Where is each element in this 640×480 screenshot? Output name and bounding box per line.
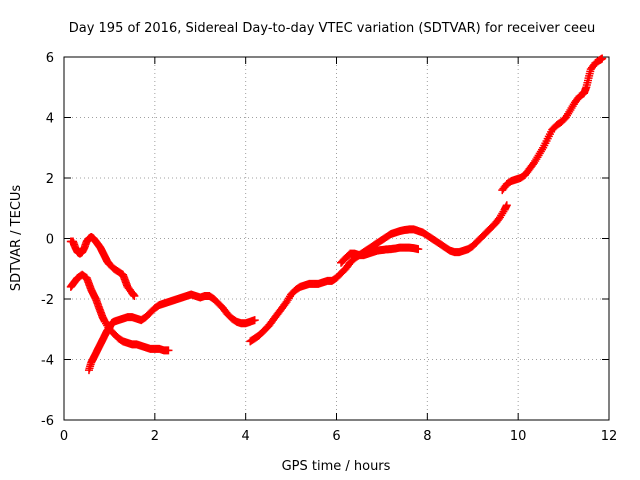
data-points — [66, 54, 607, 375]
data-point — [538, 145, 547, 154]
data-point — [250, 316, 259, 325]
x-tick-label: 10 — [510, 429, 527, 444]
series-4 — [246, 201, 511, 346]
y-axis-label: SDTVAR / TECUs — [9, 185, 24, 292]
data-point — [502, 201, 511, 210]
y-tick-label: -4 — [41, 354, 54, 369]
grid-lines — [64, 57, 609, 420]
series-5 — [337, 243, 423, 267]
x-tick-label: 12 — [601, 429, 618, 444]
axis-ticks: 0 2 4 6 8 10 12 -6 -4 -2 0 2 4 6 — [41, 51, 617, 444]
y-tick-label: 2 — [46, 172, 54, 187]
series-6 — [498, 54, 607, 195]
y-tick-label: 6 — [46, 51, 54, 66]
series-1 — [66, 232, 139, 300]
x-tick-label: 6 — [332, 429, 340, 444]
y-tick-label: 4 — [46, 112, 54, 127]
x-tick-label: 0 — [60, 429, 68, 444]
series-2 — [66, 270, 173, 355]
x-tick-label: 8 — [423, 429, 431, 444]
data-point — [414, 245, 423, 254]
x-axis-label: GPS time / hours — [282, 459, 391, 474]
y-tick-label: -2 — [41, 293, 54, 308]
x-tick-label: 4 — [242, 429, 250, 444]
y-tick-label: 0 — [46, 233, 54, 248]
data-point — [598, 54, 607, 63]
data-point — [130, 291, 139, 300]
chart-title: Day 195 of 2016, Sidereal Day-to-day VTE… — [69, 21, 596, 36]
data-point — [164, 346, 173, 355]
x-tick-label: 2 — [151, 429, 159, 444]
series-3 — [84, 290, 259, 375]
y-tick-label: -6 — [41, 414, 54, 429]
